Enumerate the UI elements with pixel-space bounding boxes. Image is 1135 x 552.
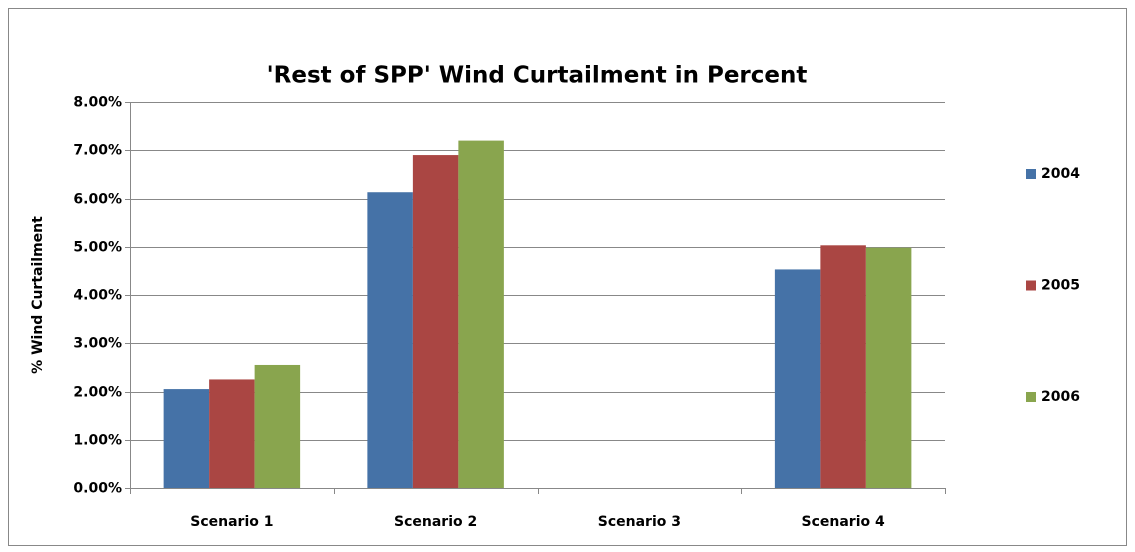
bar bbox=[254, 364, 301, 488]
y-tick-label: 0.00% bbox=[73, 481, 122, 497]
legend-label: 2005 bbox=[1041, 278, 1080, 294]
y-tick-label: 4.00% bbox=[73, 288, 122, 304]
y-tick-label: 5.00% bbox=[73, 240, 122, 256]
legend-swatch bbox=[1026, 280, 1036, 291]
y-tick-label: 7.00% bbox=[73, 143, 122, 159]
bar bbox=[209, 379, 255, 488]
legend-swatch bbox=[1026, 392, 1036, 402]
x-tick-label: Scenario 1 bbox=[190, 514, 273, 530]
y-tick-label: 1.00% bbox=[73, 433, 122, 449]
bar bbox=[774, 269, 821, 488]
legend-swatch bbox=[1026, 169, 1036, 179]
y-tick-label: 3.00% bbox=[73, 336, 122, 352]
y-tick-label: 8.00% bbox=[73, 95, 122, 111]
bar bbox=[458, 140, 504, 488]
x-tick-label: Scenario 3 bbox=[598, 514, 681, 530]
bar bbox=[820, 245, 866, 488]
x-tick-label: Scenario 4 bbox=[802, 514, 885, 530]
y-axis-label: % Wind Curtailment bbox=[30, 216, 46, 374]
bar bbox=[412, 155, 459, 488]
bar bbox=[367, 192, 413, 489]
legend-label: 2004 bbox=[1041, 166, 1080, 182]
chart-title: 'Rest of SPP' Wind Curtailment in Percen… bbox=[267, 63, 808, 89]
legend-label: 2006 bbox=[1041, 389, 1080, 405]
bar bbox=[865, 247, 912, 488]
y-tick-label: 2.00% bbox=[73, 385, 122, 401]
y-tick-label: 6.00% bbox=[73, 192, 122, 208]
bar bbox=[163, 389, 210, 488]
x-tick-label: Scenario 2 bbox=[394, 514, 477, 530]
